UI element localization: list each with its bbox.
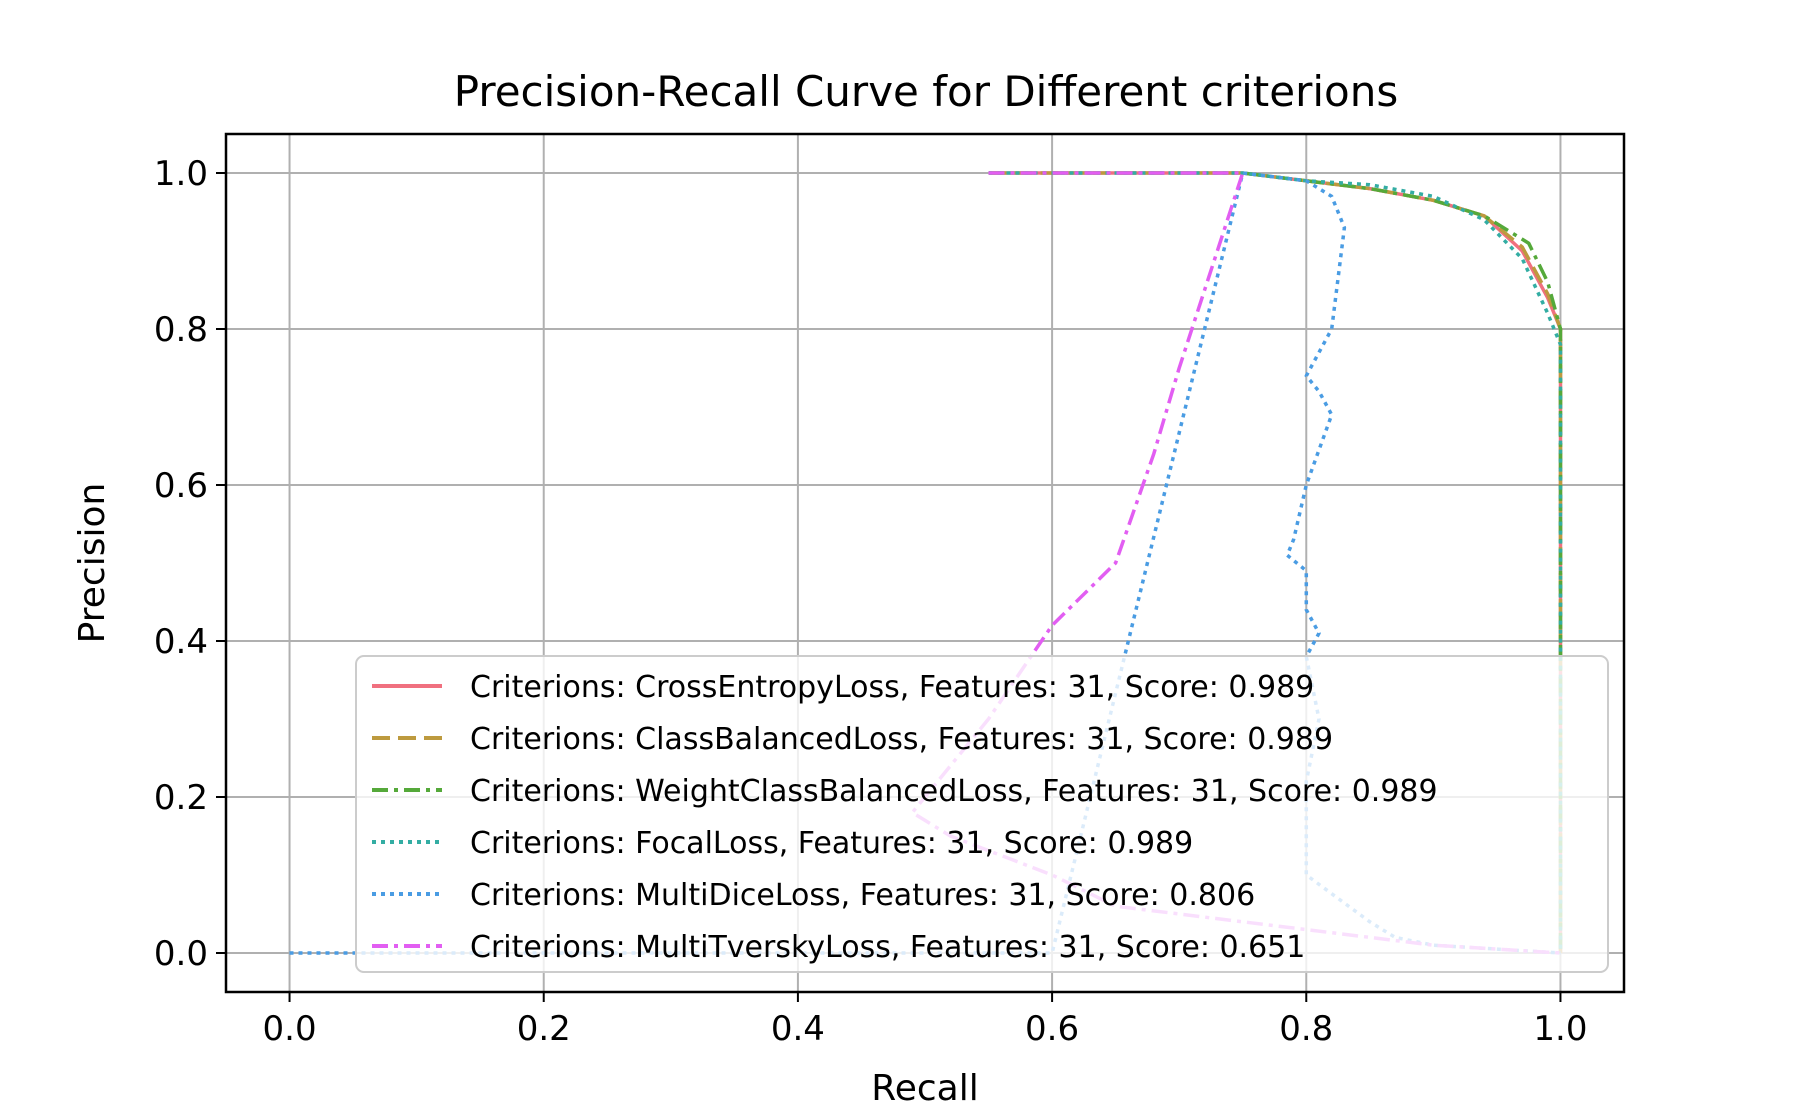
x-tick-label: 0.6 (1025, 1009, 1079, 1049)
y-tick-label: 0.4 (154, 622, 208, 662)
legend-entry: Criterions: WeightClassBalancedLoss, Fea… (470, 774, 1438, 809)
legend-entry: Criterions: MultiTverskyLoss, Features: … (470, 930, 1305, 965)
y-tick-label: 0.6 (154, 466, 208, 506)
x-tick-label: 0.0 (263, 1009, 317, 1049)
legend-entry: Criterions: MultiDiceLoss, Features: 31,… (470, 878, 1255, 913)
chart-title: Precision-Recall Curve for Different cri… (454, 67, 1398, 116)
legend-box (355, 655, 1609, 973)
x-tick-label: 0.8 (1279, 1009, 1333, 1049)
x-tick-label: 1.0 (1533, 1009, 1587, 1049)
x-tick-label: 0.4 (771, 1009, 825, 1049)
series-line-4 (988, 171, 1563, 953)
y-axis-label: Precision (72, 483, 113, 644)
legend: Criterions: CrossEntropyLoss, Features: … (355, 655, 1609, 973)
legend-entry: Criterions: ClassBalancedLoss, Features:… (470, 722, 1333, 757)
y-tick-label: 0.8 (154, 310, 208, 350)
x-tick-label: 0.2 (517, 1009, 571, 1049)
legend-entry: Criterions: FocalLoss, Features: 31, Sco… (470, 826, 1193, 861)
series-line-5 (289, 171, 1561, 955)
y-tick-label: 1.0 (154, 154, 208, 194)
y-tick-label: 0.2 (154, 778, 208, 818)
x-axis-label: Recall (871, 1068, 978, 1109)
y-tick-label: 0.0 (154, 934, 208, 974)
legend-entry: Criterions: CrossEntropyLoss, Features: … (470, 670, 1314, 705)
axis-ticks: 0.0 0.2 0.4 0.6 0.8 1.0 0.0 0.2 0.4 0.6 0.8 1.0 (154, 154, 1588, 1049)
plot-frame (224, 132, 1626, 994)
